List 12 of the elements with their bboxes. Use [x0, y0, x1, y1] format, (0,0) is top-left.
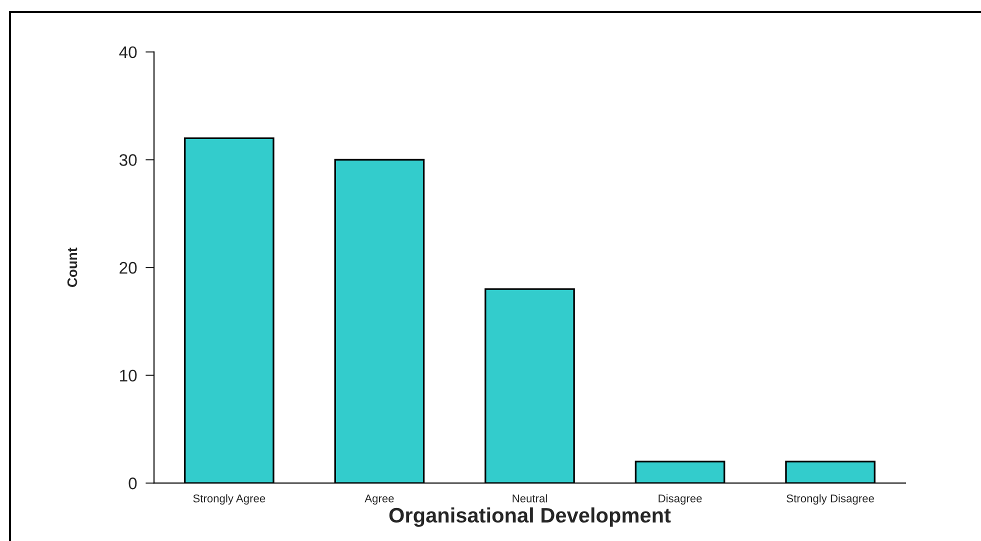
y-tick-label: 0 [128, 478, 137, 490]
y-tick-label: 40 [119, 46, 137, 58]
x-tick-label: Disagree [658, 494, 702, 505]
x-tick-label: Agree [364, 494, 394, 505]
y-tick-label: 30 [119, 154, 137, 166]
y-tick-label: 10 [120, 370, 137, 382]
x-tick-label: Strongly Disagree [786, 494, 874, 505]
y-tick-label: 20 [120, 262, 137, 274]
y-axis-title: Count [67, 248, 78, 288]
x-tick-label: Strongly Agree [193, 494, 266, 505]
x-axis-title: Organisational Development [389, 507, 671, 527]
x-tick-label: Neutral [512, 494, 547, 502]
